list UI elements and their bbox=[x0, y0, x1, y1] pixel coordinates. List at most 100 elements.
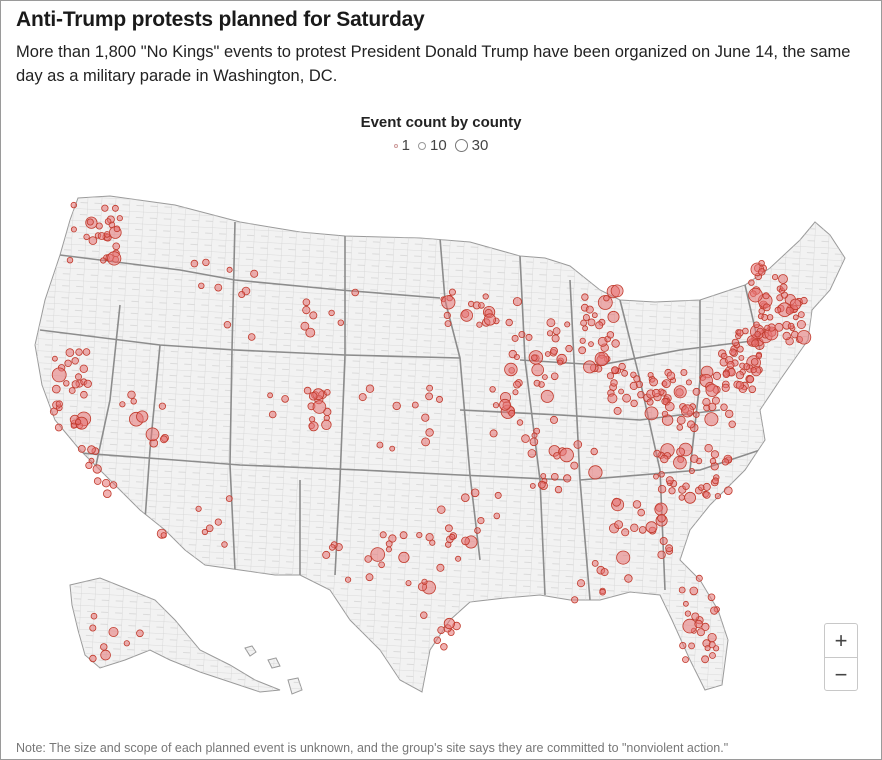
event-dot bbox=[698, 484, 705, 491]
legend-dot-large-icon bbox=[454, 139, 468, 152]
event-dot bbox=[112, 204, 119, 212]
event-dot bbox=[508, 409, 516, 417]
event-dot bbox=[731, 338, 740, 347]
event-dot bbox=[489, 429, 498, 438]
event-dot bbox=[789, 298, 802, 311]
event-dot bbox=[474, 527, 481, 534]
event-dot bbox=[666, 371, 676, 381]
event-dot bbox=[68, 387, 76, 394]
event-dot bbox=[546, 318, 556, 328]
event-dot bbox=[385, 540, 393, 548]
event-dot bbox=[435, 395, 443, 403]
event-dot bbox=[668, 487, 676, 495]
us-county-map[interactable] bbox=[0, 180, 882, 710]
event-dot bbox=[688, 642, 695, 650]
chart-title: Anti-Trump protests planned for Saturday bbox=[16, 8, 425, 31]
event-dot bbox=[83, 379, 92, 388]
event-dot bbox=[494, 491, 502, 499]
event-dot bbox=[385, 546, 392, 553]
legend-label-1: 1 bbox=[401, 137, 410, 154]
zoom-out-button[interactable]: − bbox=[825, 657, 857, 691]
event-dot bbox=[89, 624, 97, 632]
event-dot bbox=[676, 447, 685, 457]
event-dot bbox=[633, 375, 641, 383]
event-dot bbox=[303, 386, 312, 395]
event-dot bbox=[364, 555, 373, 563]
event-dot bbox=[214, 283, 223, 292]
event-dot bbox=[702, 397, 711, 407]
event-dot bbox=[483, 313, 496, 326]
event-dot bbox=[63, 380, 70, 387]
event-dot bbox=[652, 388, 661, 398]
event-dot bbox=[550, 372, 559, 381]
event-dot bbox=[71, 357, 79, 365]
event-dot bbox=[612, 497, 621, 507]
event-dot bbox=[594, 351, 610, 367]
event-dot bbox=[70, 226, 77, 233]
event-dot bbox=[553, 452, 561, 460]
event-dot bbox=[411, 401, 419, 409]
event-dot bbox=[751, 339, 760, 348]
event-dot bbox=[750, 366, 757, 374]
event-dot bbox=[478, 302, 485, 309]
event-dot bbox=[587, 318, 596, 327]
event-dot bbox=[712, 371, 722, 380]
event-dot bbox=[546, 330, 554, 337]
event-dot bbox=[595, 321, 604, 330]
legend-dot-medium-icon bbox=[417, 141, 426, 150]
event-dot bbox=[688, 467, 695, 474]
event-dot bbox=[82, 348, 91, 356]
event-dot bbox=[470, 488, 480, 498]
event-dot bbox=[684, 610, 692, 617]
event-dot bbox=[100, 649, 111, 661]
event-dot bbox=[378, 561, 385, 569]
event-dot bbox=[513, 353, 520, 360]
event-dot bbox=[630, 523, 639, 532]
event-dot bbox=[657, 485, 667, 494]
event-dot bbox=[136, 410, 149, 423]
event-dot bbox=[682, 482, 690, 490]
event-dot bbox=[689, 586, 699, 596]
event-dot bbox=[533, 379, 541, 387]
event-dot bbox=[611, 339, 620, 348]
event-dot bbox=[550, 346, 558, 355]
event-dot bbox=[748, 385, 757, 394]
event-dot bbox=[690, 454, 699, 463]
event-dot bbox=[723, 486, 733, 496]
event-dot bbox=[399, 531, 408, 540]
event-dots bbox=[49, 201, 812, 664]
event-dot bbox=[616, 550, 631, 565]
event-dot bbox=[201, 528, 208, 536]
event-dot bbox=[440, 643, 448, 651]
event-dot bbox=[635, 380, 644, 388]
event-dot bbox=[782, 331, 791, 341]
legend-label-30: 30 bbox=[471, 137, 489, 154]
event-dot bbox=[758, 260, 765, 267]
event-dot bbox=[573, 440, 583, 449]
event-dot bbox=[389, 445, 396, 452]
event-dot bbox=[449, 533, 456, 541]
event-dot bbox=[662, 379, 671, 389]
event-dot bbox=[426, 384, 434, 392]
event-dot bbox=[692, 411, 700, 418]
event-dot bbox=[680, 368, 688, 376]
state-borders bbox=[39, 221, 761, 601]
event-dot bbox=[444, 524, 453, 533]
event-dot bbox=[226, 266, 233, 273]
event-dot bbox=[613, 406, 622, 415]
event-dot bbox=[425, 428, 434, 437]
event-dot bbox=[678, 494, 685, 501]
zoom-in-button[interactable]: + bbox=[834, 627, 848, 653]
event-dot bbox=[101, 204, 109, 212]
event-dot bbox=[579, 337, 586, 344]
event-dot bbox=[682, 618, 698, 634]
event-dot bbox=[638, 526, 647, 534]
event-dot bbox=[66, 257, 74, 264]
event-dot bbox=[551, 334, 560, 343]
event-dot bbox=[649, 377, 658, 387]
event-dot bbox=[622, 393, 631, 403]
event-dot bbox=[223, 321, 232, 329]
event-dot bbox=[606, 372, 615, 380]
event-dot bbox=[779, 283, 788, 292]
event-dot bbox=[582, 313, 590, 321]
